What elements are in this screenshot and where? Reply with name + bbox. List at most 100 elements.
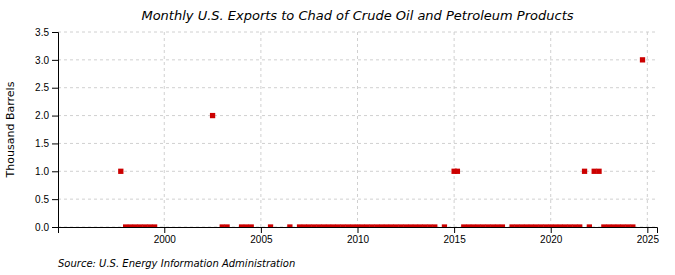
- point: [548, 224, 553, 227]
- point: [563, 224, 568, 227]
- y-tick-label: 2.0: [35, 110, 49, 121]
- x-tick: 2020: [540, 227, 563, 245]
- y-tick: 3.5: [35, 27, 58, 38]
- x-tick: 2015: [443, 227, 466, 245]
- point: [268, 224, 273, 227]
- point: [567, 224, 572, 227]
- y-grid-line: [58, 199, 657, 200]
- point: [408, 224, 413, 227]
- y-axis: 0.0 0.5 1.0 1.5 2.0 2.5 3.0 3.5: [35, 27, 58, 233]
- point: [384, 224, 389, 227]
- point: [374, 224, 379, 227]
- point: [413, 224, 418, 227]
- point: [147, 224, 152, 227]
- x-axis: 2000 2005 2010 2015 2020 2025: [59, 227, 660, 245]
- point: [630, 224, 635, 227]
- y-grid-line: [58, 59, 657, 60]
- point: [471, 224, 476, 227]
- y-tick: 1.0: [35, 166, 58, 177]
- point: [621, 224, 626, 227]
- point: [418, 224, 423, 227]
- x-tick: 2000: [154, 227, 177, 245]
- x-grid-line: [260, 32, 261, 227]
- x-tick-label: 2005: [250, 234, 273, 245]
- x-tick-mark: [647, 227, 648, 233]
- point: [142, 224, 147, 227]
- point: [137, 224, 142, 227]
- point: [311, 224, 316, 227]
- points: [118, 57, 645, 227]
- point: [336, 224, 341, 227]
- chart-title: Monthly U.S. Exports to Chad of Crude Oi…: [141, 8, 573, 23]
- point: [432, 224, 437, 227]
- point: [297, 224, 302, 227]
- x-grid-line: [164, 32, 165, 227]
- x-tick-label: 2000: [154, 234, 177, 245]
- point: [514, 224, 519, 227]
- y-tick-label: 1.0: [35, 166, 49, 177]
- point: [606, 224, 611, 227]
- point: [490, 224, 495, 227]
- point: [572, 224, 577, 227]
- x-grid-line: [357, 32, 358, 227]
- point: [123, 224, 128, 227]
- point: [538, 224, 543, 227]
- y-tick-mark: [52, 32, 58, 33]
- y-tick-mark: [52, 116, 58, 117]
- y-tick: 0.0: [35, 222, 58, 233]
- point: [244, 224, 249, 227]
- point: [529, 224, 534, 227]
- y-tick-label: 2.5: [35, 82, 49, 93]
- point: [524, 224, 529, 227]
- x-tick: 2025: [637, 227, 660, 245]
- point: [331, 224, 336, 227]
- point: [360, 224, 365, 227]
- point: [601, 224, 606, 227]
- point: [582, 169, 587, 174]
- point: [389, 224, 394, 227]
- y-grid-line: [58, 32, 657, 33]
- point: [239, 224, 244, 227]
- y-tick-mark: [52, 143, 58, 144]
- plot-area: 2000 2005 2010 2015 2020 2025 0.0 0.5 1.0 1.5 2.0 2…: [35, 27, 659, 245]
- point: [495, 224, 500, 227]
- point: [379, 224, 384, 227]
- point: [455, 169, 460, 174]
- point: [220, 224, 225, 227]
- grid: [58, 32, 657, 227]
- y-tick-label: 0.0: [35, 222, 49, 233]
- point: [519, 224, 524, 227]
- x-axis-line: [59, 228, 658, 234]
- point: [224, 224, 229, 227]
- point: [534, 224, 539, 227]
- point: [345, 224, 350, 227]
- point: [558, 224, 563, 227]
- point: [543, 224, 548, 227]
- point: [321, 224, 326, 227]
- point: [340, 224, 345, 227]
- y-axis-title: Thousand Barrels: [4, 81, 17, 178]
- point: [480, 224, 485, 227]
- point: [640, 57, 645, 62]
- y-tick-label: 0.5: [35, 194, 49, 205]
- point: [365, 224, 370, 227]
- x-tick-mark: [164, 227, 165, 233]
- point: [326, 224, 331, 227]
- point: [393, 224, 398, 227]
- annotation: Source: U.S. Energy Information Administ…: [58, 258, 295, 269]
- point: [118, 169, 123, 174]
- x-grid-line: [454, 32, 455, 227]
- x-tick-label: 2010: [347, 234, 370, 245]
- point: [427, 224, 432, 227]
- point: [350, 224, 355, 227]
- y-grid-line: [58, 143, 657, 144]
- y-tick: 1.5: [35, 138, 58, 149]
- point: [403, 224, 408, 227]
- x-tick-mark: [454, 227, 455, 233]
- y-tick-label: 1.5: [35, 138, 49, 149]
- y-grid-line: [58, 171, 657, 172]
- point: [596, 169, 601, 174]
- x-tick-mark: [358, 227, 359, 233]
- y-tick: 3.0: [35, 55, 58, 66]
- x-tick-label: 2025: [637, 234, 660, 245]
